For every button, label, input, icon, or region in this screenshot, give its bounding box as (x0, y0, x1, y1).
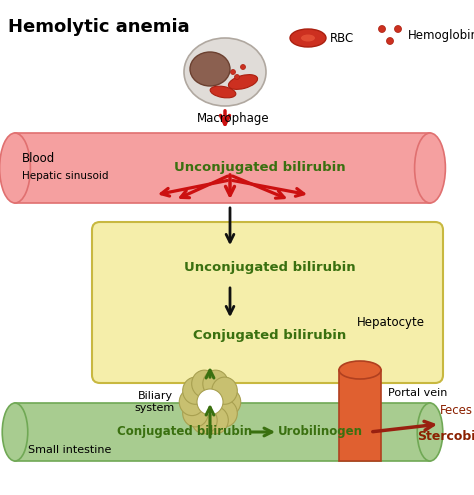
Ellipse shape (215, 389, 241, 416)
Text: Portal vein: Portal vein (388, 389, 447, 398)
Ellipse shape (190, 52, 230, 86)
Ellipse shape (301, 35, 315, 42)
Text: Hemolytic anemia: Hemolytic anemia (8, 18, 190, 36)
Ellipse shape (0, 133, 30, 203)
Ellipse shape (197, 389, 223, 415)
Text: RBC: RBC (330, 32, 354, 45)
Ellipse shape (290, 29, 326, 47)
Ellipse shape (212, 377, 237, 404)
Ellipse shape (415, 133, 446, 203)
Ellipse shape (230, 69, 236, 75)
Ellipse shape (191, 407, 217, 434)
Polygon shape (339, 370, 381, 461)
Text: Unconjugated bilirubin: Unconjugated bilirubin (184, 261, 356, 275)
Polygon shape (15, 133, 430, 203)
Ellipse shape (179, 389, 205, 416)
Text: Hepatocyte: Hepatocyte (357, 316, 425, 329)
Polygon shape (15, 403, 430, 461)
Ellipse shape (386, 38, 393, 45)
Text: Stercobilin: Stercobilin (417, 431, 474, 444)
Ellipse shape (394, 26, 401, 33)
Text: Small intestine: Small intestine (28, 445, 111, 455)
Text: Hepatic sinusoid: Hepatic sinusoid (22, 171, 109, 181)
Ellipse shape (212, 399, 237, 427)
Text: Hemoglobin: Hemoglobin (408, 29, 474, 42)
Ellipse shape (203, 407, 228, 434)
Text: Blood: Blood (22, 151, 55, 164)
Ellipse shape (240, 64, 246, 69)
FancyBboxPatch shape (92, 222, 443, 383)
Ellipse shape (203, 370, 228, 397)
Text: Macrophage: Macrophage (197, 112, 269, 125)
Ellipse shape (184, 38, 266, 106)
Ellipse shape (235, 75, 239, 80)
Ellipse shape (228, 75, 257, 90)
Ellipse shape (2, 403, 28, 461)
Text: Biliary
system: Biliary system (135, 391, 175, 413)
Text: Feces: Feces (440, 403, 473, 416)
Text: Conjugated bilirubin: Conjugated bilirubin (118, 426, 253, 439)
Ellipse shape (191, 370, 217, 397)
Ellipse shape (417, 403, 443, 461)
Text: Conjugated bilirubin: Conjugated bilirubin (193, 329, 346, 342)
Ellipse shape (379, 26, 385, 33)
Ellipse shape (210, 86, 236, 98)
Ellipse shape (182, 377, 208, 404)
Ellipse shape (182, 399, 208, 427)
Text: Unconjugated bilirubin: Unconjugated bilirubin (174, 161, 346, 175)
Text: Urobilinogen: Urobilinogen (277, 426, 363, 439)
Ellipse shape (339, 361, 381, 379)
